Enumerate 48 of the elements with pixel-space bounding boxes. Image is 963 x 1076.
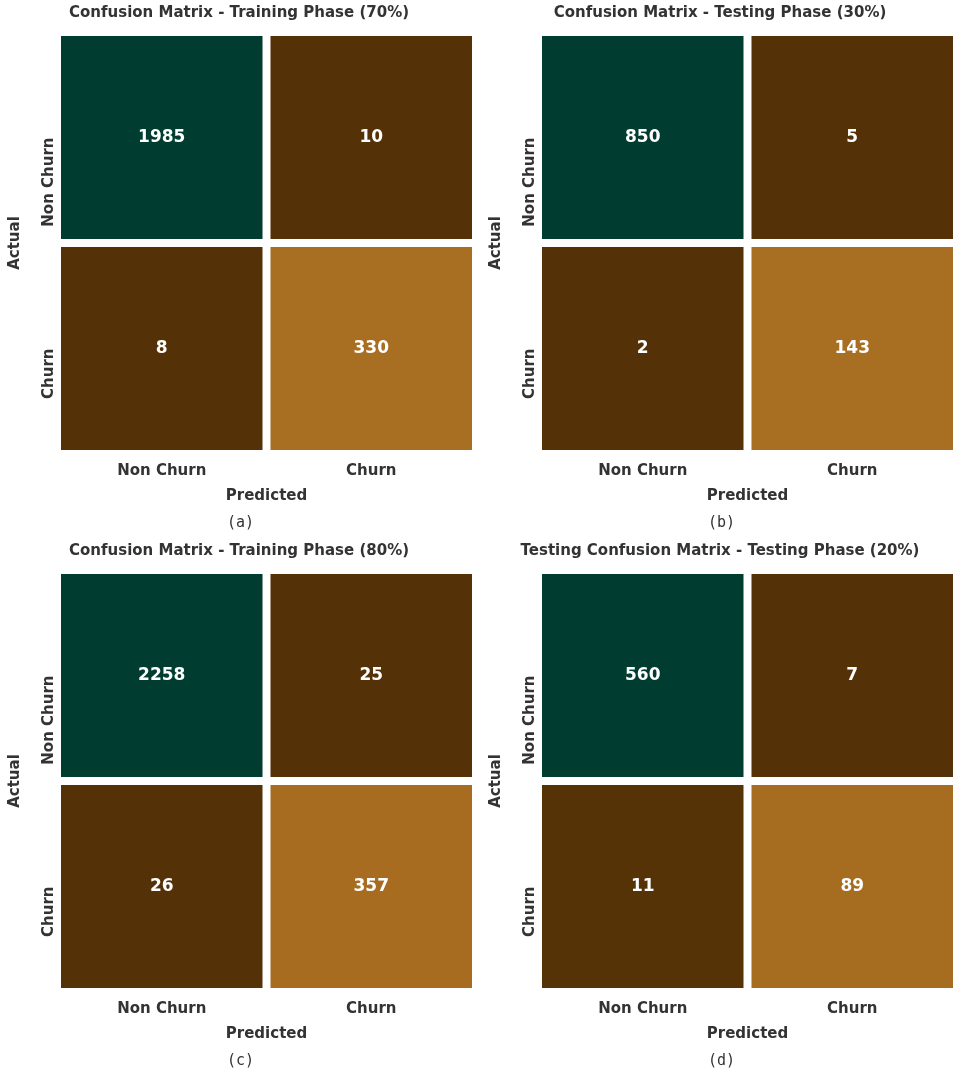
x-tick-label: Non Churn bbox=[116, 998, 206, 1017]
y-tick-label: Churn bbox=[38, 886, 57, 937]
y-tick-label: Churn bbox=[519, 886, 538, 937]
y-axis-title: Actual bbox=[4, 754, 23, 808]
text: (d) bbox=[707, 1051, 736, 1069]
y-tick-label: Non Churn bbox=[38, 137, 57, 227]
data-label: 357 bbox=[353, 874, 389, 895]
x-tick-label: Non Churn bbox=[597, 460, 687, 479]
text: (a) bbox=[226, 513, 255, 531]
x-axis-title: Predicted bbox=[225, 485, 307, 504]
data-label: 8 bbox=[155, 336, 168, 357]
chart-title: Confusion Matrix - Training Phase (70%) bbox=[68, 2, 409, 21]
x-tick-label: Non Churn bbox=[116, 460, 206, 479]
data-label: 330 bbox=[353, 336, 389, 357]
data-label: 7 bbox=[845, 663, 858, 684]
data-label: 2 bbox=[636, 336, 649, 357]
x-tick-label: Churn bbox=[826, 998, 877, 1017]
data-label: 850 bbox=[624, 125, 661, 146]
x-axis-title: Predicted bbox=[706, 485, 788, 504]
y-tick-label: Non Churn bbox=[519, 675, 538, 765]
data-label: 11 bbox=[630, 874, 655, 895]
y-axis-title: Actual bbox=[4, 216, 23, 270]
y-tick-label: Churn bbox=[38, 348, 57, 399]
data-label: 143 bbox=[834, 336, 870, 357]
y-axis-title: Actual bbox=[485, 216, 504, 270]
chart-title: Testing Confusion Matrix - Testing Phase (20%) bbox=[520, 540, 919, 559]
x-tick-label: Churn bbox=[345, 460, 396, 479]
text: (b) bbox=[707, 513, 736, 531]
x-tick-label: Churn bbox=[826, 460, 877, 479]
data-label: 1985 bbox=[137, 125, 185, 146]
data-label: 25 bbox=[358, 663, 383, 684]
chart-title: Confusion Matrix - Testing Phase (30%) bbox=[553, 2, 886, 21]
x-axis-title: Predicted bbox=[706, 1023, 788, 1042]
data-label: 10 bbox=[358, 125, 383, 146]
x-tick-label: Non Churn bbox=[597, 998, 687, 1017]
data-label: 89 bbox=[839, 874, 864, 895]
data-label: 5 bbox=[845, 125, 858, 146]
y-tick-label: Non Churn bbox=[519, 137, 538, 227]
y-tick-label: Churn bbox=[519, 348, 538, 399]
data-label: 26 bbox=[149, 874, 174, 895]
y-tick-label: Non Churn bbox=[38, 675, 57, 765]
x-tick-label: Churn bbox=[345, 998, 396, 1017]
data-label: 2258 bbox=[137, 663, 185, 684]
chart-title: Confusion Matrix - Training Phase (80%) bbox=[68, 540, 409, 559]
data-label: 560 bbox=[624, 663, 661, 684]
y-axis-title: Actual bbox=[485, 754, 504, 808]
text: (c) bbox=[226, 1051, 255, 1069]
x-axis-title: Predicted bbox=[225, 1023, 307, 1042]
